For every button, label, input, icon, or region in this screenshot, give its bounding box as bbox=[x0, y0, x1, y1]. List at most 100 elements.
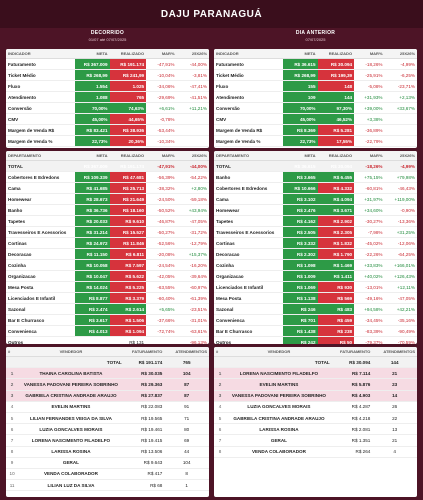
table-cell: R$ 3.671 bbox=[317, 204, 355, 216]
table-cell: R$ 483 bbox=[317, 303, 355, 315]
table-row: 11 LILIAN LUZ DA SILVA R$ 68 1 bbox=[6, 479, 209, 492]
table-cell: -35,16% bbox=[384, 314, 417, 326]
table-cell: +79,98% bbox=[384, 171, 417, 183]
table-cell: 10 bbox=[6, 468, 19, 481]
table-cell: R$ 191.174 bbox=[109, 58, 147, 70]
table-cell: TOTAL bbox=[214, 356, 332, 369]
table-cell: 21 bbox=[372, 367, 417, 380]
table-cell: Tapetes bbox=[6, 215, 76, 227]
table-cell: R$ 2.474 bbox=[75, 303, 110, 315]
table-cell: -44,00% bbox=[176, 58, 209, 70]
table-cell: -4,99% bbox=[384, 58, 417, 70]
table-cell: -59,18% bbox=[176, 193, 209, 205]
table-row: Cama R$ 3.102 R$ 4.094 +31,97% +119,00% bbox=[214, 193, 417, 205]
table-cell: R$ 1.832 bbox=[317, 237, 355, 249]
table-cell: 144 bbox=[372, 356, 417, 369]
table-cell: -60,81% bbox=[354, 182, 385, 194]
table-cell: 2 bbox=[6, 378, 19, 391]
data-table: INDICADOR META REALIZADO MAR% 25X26% Faturame… bbox=[214, 49, 417, 147]
table-cell: -24,50% bbox=[146, 193, 177, 205]
table-row: 9 GERAL R$ 9.643 104 bbox=[6, 457, 209, 469]
table-cell: R$ 1.790 bbox=[317, 248, 355, 260]
seller-table: # VENDEDOR FATURAMENTO ATENDIMENTOS TOTAL R$ … bbox=[214, 347, 417, 458]
table-cell: 22,73% bbox=[283, 135, 318, 147]
table-cell: Cobertores E Edredons bbox=[6, 171, 76, 183]
table-cell: -72,74% bbox=[146, 325, 177, 337]
table-cell: -5,08% bbox=[354, 80, 385, 92]
table-cell: EVELIN MARTINS bbox=[18, 401, 124, 413]
table-cell bbox=[146, 336, 177, 344]
table-cell: Convenienca bbox=[6, 325, 76, 337]
table-cell: -22,79% bbox=[354, 135, 385, 147]
table-row: Sazonal R$ 246 R$ 483 +94,58% +42,21% bbox=[214, 303, 417, 315]
column-header: MAR% bbox=[146, 151, 177, 161]
table-cell: +119,00% bbox=[384, 193, 417, 205]
table-cell: +11,21% bbox=[176, 102, 209, 114]
table-cell: R$ 4.287 bbox=[331, 401, 373, 413]
table-cell: Cortinas bbox=[214, 237, 284, 249]
table-row: Faturamento R$ 367.009 R$ 191.174 -47,91% -4… bbox=[6, 58, 209, 70]
table-cell: R$ 4.013 bbox=[75, 325, 110, 337]
table-cell: R$ 10.058 bbox=[75, 259, 110, 271]
table-cell: -31,72% bbox=[176, 226, 209, 238]
table-cell: 2 bbox=[214, 378, 227, 391]
table-cell: Homewear bbox=[6, 193, 76, 205]
table-row: Bar E Churrasco R$ 3.617 R$ 1.506 -37,66% -3… bbox=[6, 314, 209, 326]
table-cell: 44 bbox=[164, 446, 209, 458]
column-header: INDICADOR bbox=[214, 49, 284, 59]
table-cell: R$ 131 bbox=[109, 336, 147, 344]
table-row: Tapetes R$ 20.033 R$ 9.610 -46,87% -47,05% bbox=[6, 215, 209, 227]
table-cell: TOTAL bbox=[6, 160, 76, 172]
indicator-panel: INDICADOR META REALIZADO MAR% 25X26% Faturame… bbox=[6, 49, 209, 148]
table-cell: +40,02% bbox=[354, 270, 385, 282]
table-cell: 3 bbox=[6, 390, 19, 402]
table-cell: Atendimento bbox=[6, 91, 76, 103]
table-cell: -13,36% bbox=[384, 215, 417, 227]
table-cell: -10,34% bbox=[146, 135, 177, 147]
table-row: Mesa Posta R$ 14.024 R$ 5.225 -63,55% -60,97… bbox=[6, 281, 209, 293]
table-row: Licenciados E Infantil R$ 8.877 R$ 3.379 -6… bbox=[6, 292, 209, 304]
table-cell: -12,79% bbox=[176, 237, 209, 249]
table-cell: R$ 15.527 bbox=[109, 226, 147, 238]
table-cell: R$ 3.102 bbox=[283, 193, 318, 205]
column-header: REALIZADO bbox=[109, 151, 147, 161]
table-cell: -42,05% bbox=[146, 270, 177, 282]
table-cell: 1.088 bbox=[75, 91, 110, 103]
table-row: TOTAL R$ 367.009 R$ 191.174 -47,91% -44,00% bbox=[6, 160, 209, 172]
table-row: Mesa Posta R$ 1.138 R$ 569 -49,16% -47,05% bbox=[214, 292, 417, 304]
table-cell: Faturamento bbox=[214, 58, 284, 70]
table-cell: R$ 701 bbox=[283, 314, 318, 326]
table-cell: Faturamento bbox=[6, 58, 76, 70]
table-cell: -54,22% bbox=[176, 171, 209, 183]
table-row: 2 VANESSA PADOVANI PEREIRA SOBRINHO R$ 29.… bbox=[6, 378, 209, 391]
column-header: REALIZADO bbox=[317, 49, 355, 59]
table-cell: +31,97% bbox=[354, 193, 385, 205]
table-cell: -47,05% bbox=[176, 215, 209, 227]
table-cell: TOTAL bbox=[214, 160, 284, 172]
header-row: DEPARTAMENTO META REALIZADO MAR% 25X26% bbox=[6, 151, 209, 161]
table-cell: 22 bbox=[372, 412, 417, 425]
table-cell: +94,58% bbox=[354, 303, 385, 315]
table-row: CMV 45,00% 46,52% +3,38% bbox=[214, 113, 417, 125]
table-cell: R$ 19.415 bbox=[123, 434, 165, 447]
table-cell: VENDA COLABORADOR bbox=[226, 446, 332, 458]
table-row: Cobertores E Edredons R$ 109.339 R$ 47.681… bbox=[6, 171, 209, 183]
table-row: Cozinha R$ 10.058 R$ 7.597 -24,54% -16,20% bbox=[6, 259, 209, 271]
table-cell: -50,27% bbox=[146, 226, 177, 238]
table-cell: Sazonal bbox=[6, 303, 76, 315]
table-cell: R$ 199,39 bbox=[317, 69, 355, 81]
table-row: Cama R$ 41.685 R$ 25.713 -38,32% +2,80% bbox=[6, 182, 209, 194]
table-row: 6 LUZIA GONCALVES MORAIS R$ 19.461 80 bbox=[6, 423, 209, 436]
table-row: Margem de Venda R$ R$ 83.421 R$ 38.936 -53,… bbox=[6, 124, 209, 136]
table-cell: 104 bbox=[164, 367, 209, 380]
table-cell: Atendimento bbox=[214, 91, 284, 103]
table-cell: Mesa Posta bbox=[214, 292, 284, 304]
table-cell: R$ 50 bbox=[317, 336, 355, 344]
column-header: META bbox=[283, 49, 318, 59]
table-cell: EVELIN MARTINS bbox=[226, 378, 332, 391]
table-cell: -34,45% bbox=[354, 314, 385, 326]
table-cell: -30,27% bbox=[354, 215, 385, 227]
table-cell bbox=[384, 135, 417, 147]
table-cell: Margem de Venda R$ bbox=[6, 124, 76, 136]
table-cell: 1.554 bbox=[75, 80, 110, 92]
